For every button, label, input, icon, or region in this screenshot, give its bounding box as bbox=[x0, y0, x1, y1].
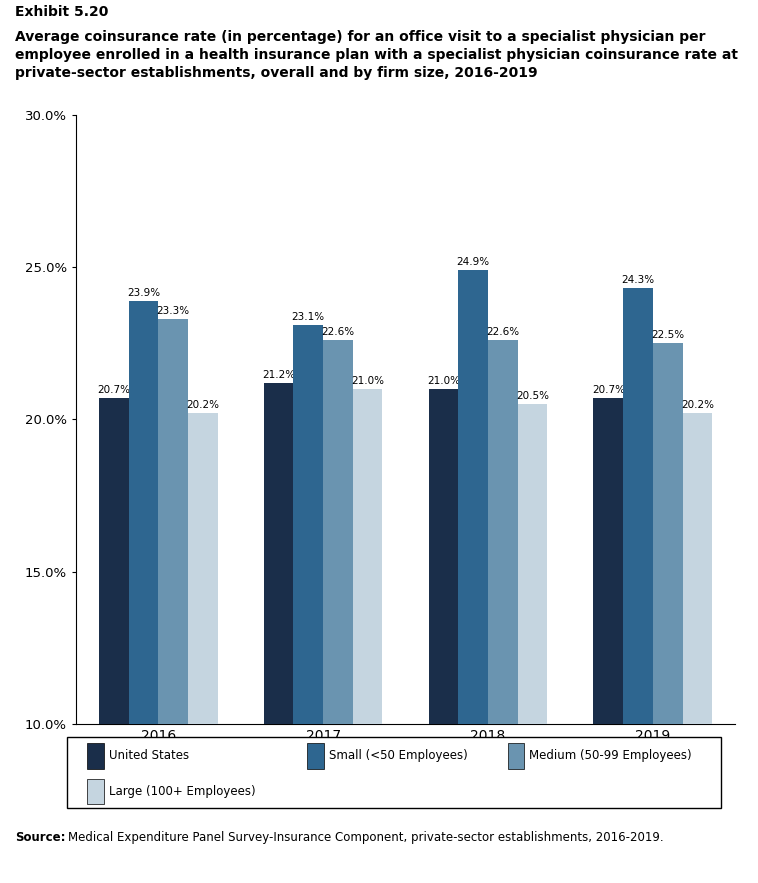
Text: 21.0%: 21.0% bbox=[351, 376, 384, 386]
Text: Source:: Source: bbox=[15, 831, 66, 844]
Bar bbox=[428, 389, 459, 883]
Bar bbox=[264, 383, 293, 883]
Text: 23.3%: 23.3% bbox=[156, 306, 190, 316]
Text: 20.2%: 20.2% bbox=[186, 400, 219, 411]
Text: Small (<50 Employees): Small (<50 Employees) bbox=[329, 750, 468, 762]
Bar bbox=[293, 325, 323, 883]
Text: Average coinsurance rate (in percentage) for an office visit to a specialist phy: Average coinsurance rate (in percentage)… bbox=[15, 30, 738, 80]
Text: Large (100+ Employees): Large (100+ Employees) bbox=[108, 785, 255, 798]
Text: United States: United States bbox=[108, 750, 189, 762]
Bar bbox=[623, 289, 653, 883]
Text: 23.1%: 23.1% bbox=[292, 312, 325, 322]
Bar bbox=[129, 300, 158, 883]
Text: Exhibit 5.20: Exhibit 5.20 bbox=[15, 5, 108, 19]
Text: 20.7%: 20.7% bbox=[592, 385, 625, 395]
Text: 22.6%: 22.6% bbox=[321, 328, 355, 337]
Bar bbox=[518, 404, 547, 883]
Bar bbox=[459, 270, 488, 883]
Text: 20.7%: 20.7% bbox=[97, 385, 130, 395]
Bar bbox=[323, 340, 352, 883]
Bar bbox=[508, 743, 525, 768]
Text: 21.0%: 21.0% bbox=[427, 376, 460, 386]
Text: 23.9%: 23.9% bbox=[127, 288, 160, 298]
Bar bbox=[653, 343, 682, 883]
Text: 24.9%: 24.9% bbox=[456, 257, 490, 267]
FancyBboxPatch shape bbox=[67, 736, 721, 809]
Bar bbox=[352, 389, 383, 883]
Bar bbox=[87, 743, 104, 768]
Text: 22.6%: 22.6% bbox=[486, 328, 519, 337]
Text: Medical Expenditure Panel Survey-Insurance Component, private-sector establishme: Medical Expenditure Panel Survey-Insuran… bbox=[67, 831, 663, 844]
Bar bbox=[158, 319, 188, 883]
Bar bbox=[99, 398, 129, 883]
Text: 21.2%: 21.2% bbox=[262, 370, 295, 380]
Bar bbox=[488, 340, 518, 883]
Text: 24.3%: 24.3% bbox=[622, 275, 655, 285]
Text: 22.5%: 22.5% bbox=[651, 330, 684, 340]
Text: 20.2%: 20.2% bbox=[681, 400, 714, 411]
Bar bbox=[87, 779, 104, 804]
Bar bbox=[308, 743, 324, 768]
Text: 20.5%: 20.5% bbox=[516, 391, 549, 401]
Bar bbox=[594, 398, 623, 883]
Bar bbox=[188, 413, 218, 883]
Bar bbox=[682, 413, 713, 883]
Text: Medium (50-99 Employees): Medium (50-99 Employees) bbox=[529, 750, 691, 762]
